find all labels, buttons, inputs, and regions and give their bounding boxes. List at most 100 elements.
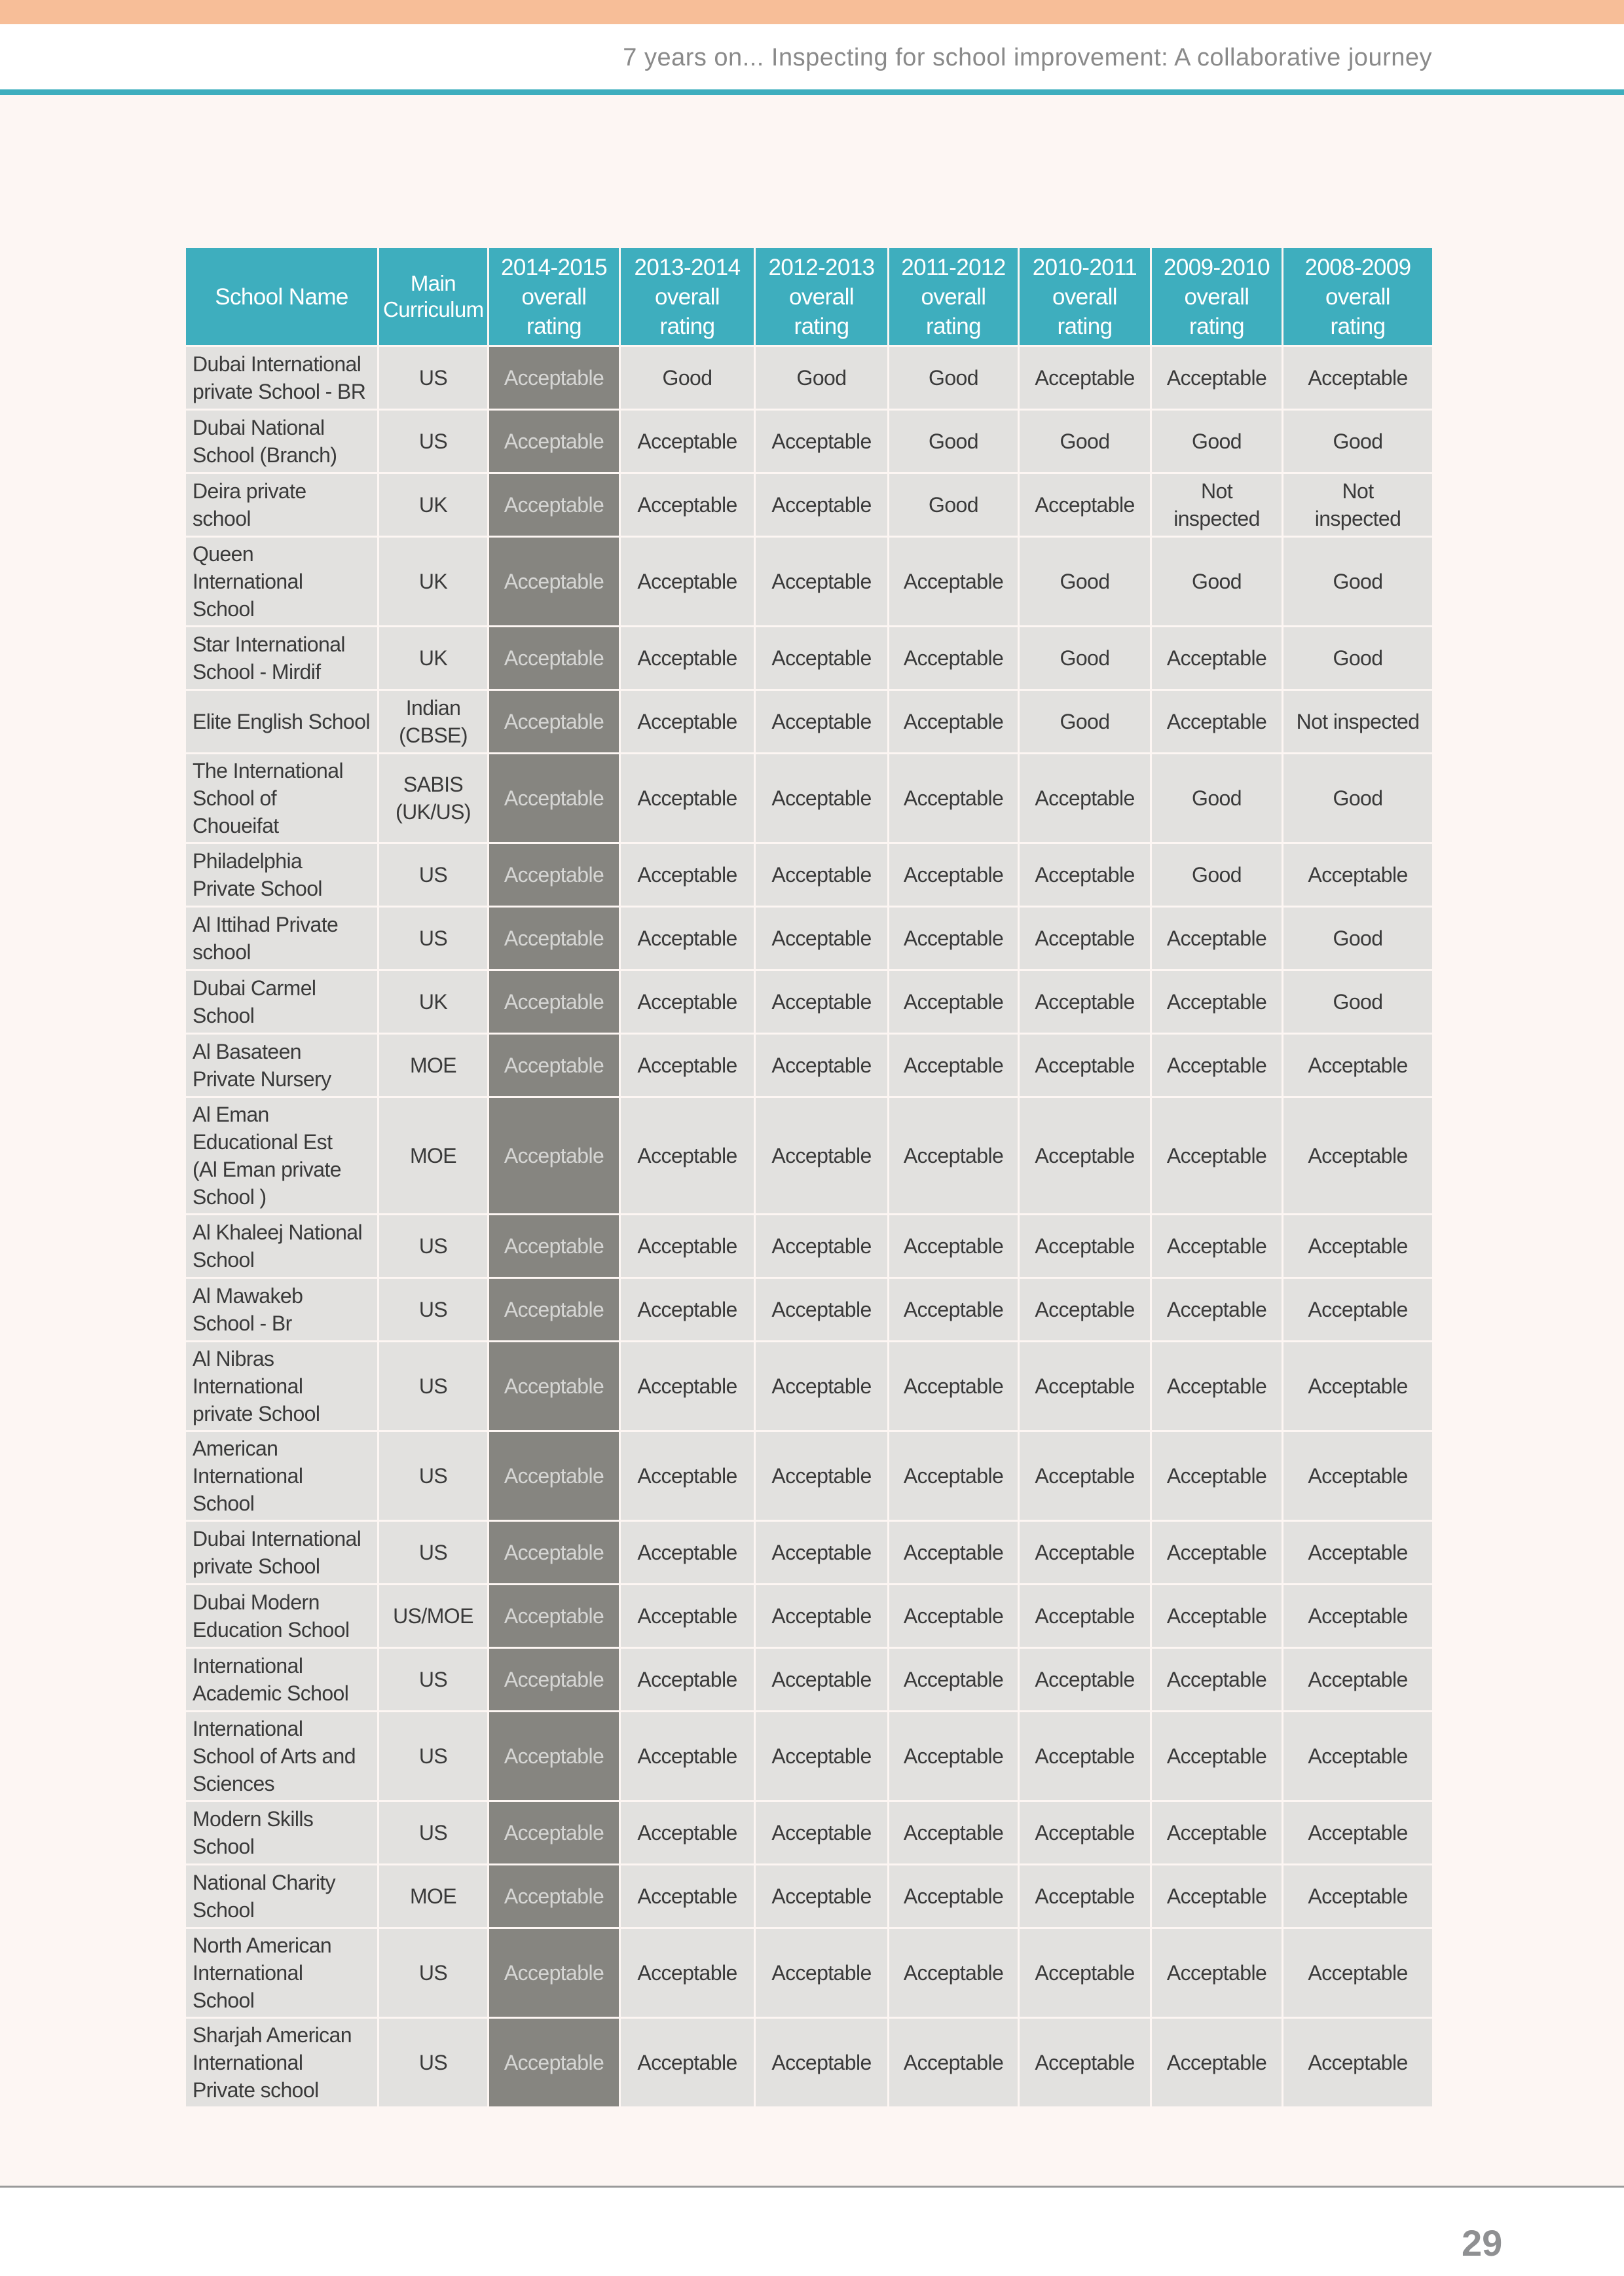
rating-cell: Acceptable — [1018, 1863, 1152, 1929]
rating-cell: Acceptable — [1150, 1647, 1283, 1712]
school-name-cell: Dubai Carmel School — [184, 969, 379, 1035]
curriculum-cell: US — [377, 906, 489, 971]
table-row: Al Eman Educational Est (Al Eman private… — [184, 1096, 1434, 1215]
curriculum-cell: US/MOE — [377, 1583, 489, 1649]
rating-cell: Acceptable — [1282, 2017, 1434, 2108]
rating-cell: Acceptable — [1018, 1277, 1152, 1342]
school-name-cell: Dubai Modern Education School — [184, 1583, 379, 1649]
rating-cell: Acceptable — [1018, 345, 1152, 411]
rating-cell: Acceptable — [619, 1033, 756, 1098]
rating-cell: Acceptable — [487, 842, 621, 908]
rating-cell: Acceptable — [1018, 969, 1152, 1035]
rating-cell: Acceptable — [1150, 1033, 1283, 1098]
rating-cell: Acceptable — [1150, 2017, 1283, 2108]
rating-cell: Acceptable — [1282, 1647, 1434, 1712]
rating-cell: Acceptable — [887, 1800, 1020, 1865]
school-name-cell: Al Mawakeb School - Br — [184, 1277, 379, 1342]
rating-cell: Acceptable — [487, 1647, 621, 1712]
school-name-cell: Al Ittihad Private school — [184, 906, 379, 971]
rating-cell: Acceptable — [487, 1213, 621, 1279]
rating-cell: Acceptable — [487, 1340, 621, 1432]
table-row: International Academic School US Acceptabl… — [184, 1647, 1434, 1712]
header-title: 7 years on... Inspecting for school impr… — [623, 44, 1432, 71]
column-header: 2008-2009 overall rating — [1282, 246, 1434, 347]
curriculum-cell: US — [377, 409, 489, 474]
rating-cell: Acceptable — [1282, 1340, 1434, 1432]
school-name-cell: Elite English School — [184, 689, 379, 754]
curriculum-cell: US — [377, 1430, 489, 1522]
rating-cell: Acceptable — [754, 1583, 889, 1649]
rating-cell: Acceptable — [1018, 842, 1152, 908]
rating-cell: Acceptable — [619, 1863, 756, 1929]
page-number: 29 — [1462, 2222, 1503, 2264]
rating-cell: Good — [1018, 536, 1152, 627]
table-row: Dubai International private School - BR U… — [184, 345, 1434, 411]
school-name-cell: International Academic School — [184, 1647, 379, 1712]
curriculum-cell: US — [377, 1800, 489, 1865]
rating-cell: Good — [1282, 752, 1434, 844]
column-header: 2013-2014 overall rating — [619, 246, 756, 347]
rating-cell: Acceptable — [1018, 1033, 1152, 1098]
rating-cell: Acceptable — [487, 1430, 621, 1522]
rating-cell: Acceptable — [887, 969, 1020, 1035]
rating-cell: Acceptable — [887, 1927, 1020, 2019]
rating-cell: Acceptable — [1018, 1927, 1152, 2019]
column-header: School Name — [184, 246, 379, 347]
table-row: Sharjah American International Private s… — [184, 2017, 1434, 2108]
table-row: Modern Skills School US Acceptable Acceptab… — [184, 1800, 1434, 1865]
rating-cell: Acceptable — [1282, 1863, 1434, 1929]
rating-cell: Acceptable — [887, 1583, 1020, 1649]
column-header: 2009-2010 overall rating — [1150, 246, 1283, 347]
school-name-cell: Al Basateen Private Nursery — [184, 1033, 379, 1098]
table-row: Dubai Carmel School UK Acceptable Acceptabl… — [184, 969, 1434, 1035]
rating-cell: Acceptable — [619, 842, 756, 908]
rating-cell: Acceptable — [754, 472, 889, 538]
rating-cell: Acceptable — [1018, 2017, 1152, 2108]
rating-cell: Acceptable — [887, 536, 1020, 627]
page-footer: 29 — [0, 2186, 1624, 2276]
rating-cell: Acceptable — [1150, 1277, 1283, 1342]
school-name-cell: Al Eman Educational Est (Al Eman private… — [184, 1096, 379, 1215]
rating-cell: Good — [887, 345, 1020, 411]
rating-cell: Acceptable — [1018, 472, 1152, 538]
rating-cell: Acceptable — [887, 1710, 1020, 1802]
rating-cell: Acceptable — [619, 1520, 756, 1585]
rating-cell: Acceptable — [887, 1430, 1020, 1522]
rating-cell: Acceptable — [1150, 1096, 1283, 1215]
rating-cell: Acceptable — [1150, 1520, 1283, 1585]
curriculum-cell: US — [377, 1710, 489, 1802]
rating-cell: Good — [887, 472, 1020, 538]
school-ratings-table: School Name Main Curriculum 2014-2015 over… — [184, 246, 1434, 2108]
rating-cell: Acceptable — [754, 1430, 889, 1522]
rating-cell: Acceptable — [619, 1213, 756, 1279]
school-name-cell: Star International School - Mirdif — [184, 625, 379, 691]
rating-cell: Acceptable — [1282, 345, 1434, 411]
table-row: Al Khaleej National School US Acceptable Ac… — [184, 1213, 1434, 1279]
rating-cell: Acceptable — [754, 1520, 889, 1585]
rating-cell: Acceptable — [619, 689, 756, 754]
rating-cell: Good — [1018, 689, 1152, 754]
rating-cell: Good — [1150, 752, 1283, 844]
curriculum-cell: US — [377, 1340, 489, 1432]
rating-cell: Acceptable — [754, 1710, 889, 1802]
rating-cell: Good — [1018, 409, 1152, 474]
rating-cell: Acceptable — [887, 752, 1020, 844]
rating-cell: Good — [1282, 969, 1434, 1035]
curriculum-cell: MOE — [377, 1096, 489, 1215]
rating-cell: Acceptable — [619, 625, 756, 691]
column-header: 2010-2011 overall rating — [1018, 246, 1152, 347]
table-row: Dubai National School (Branch) US Acceptab… — [184, 409, 1434, 474]
table-row: North American International School US Acc… — [184, 1927, 1434, 2019]
rating-cell: Acceptable — [887, 1520, 1020, 1585]
curriculum-cell: US — [377, 1213, 489, 1279]
table-row: Dubai International private School US Acce… — [184, 1520, 1434, 1585]
table-row: Elite English School Indian (CBSE) Accepta… — [184, 689, 1434, 754]
rating-cell: Good — [1150, 409, 1283, 474]
curriculum-cell: MOE — [377, 1033, 489, 1098]
rating-cell: Acceptable — [754, 1800, 889, 1865]
school-name-cell: International School of Arts and Science… — [184, 1710, 379, 1802]
rating-cell: Acceptable — [487, 2017, 621, 2108]
rating-cell: Acceptable — [487, 1583, 621, 1649]
rating-cell: Acceptable — [487, 1520, 621, 1585]
rating-cell: Acceptable — [887, 1213, 1020, 1279]
